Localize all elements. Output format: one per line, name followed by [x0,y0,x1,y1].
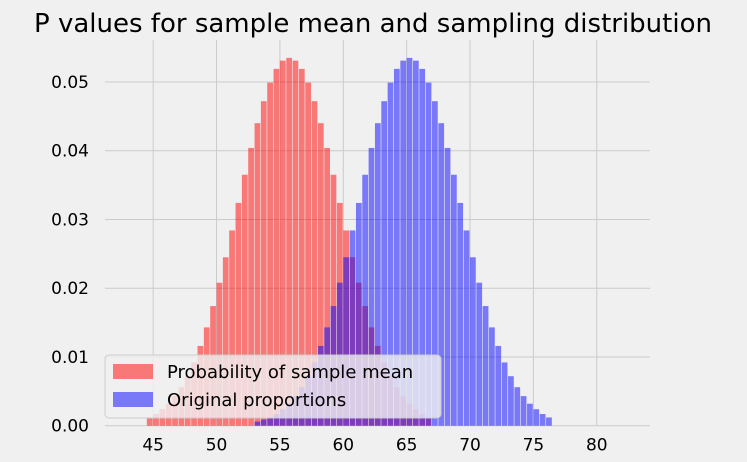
bar-original-proportions [336,282,343,426]
bar-original-proportions [438,123,445,426]
bar-original-proportions [419,68,426,426]
bar-original-proportions [470,257,476,426]
bar-sample-mean [248,147,254,426]
legend-swatch-sample-mean [113,364,153,379]
bar-original-proportions [489,327,495,426]
x-tick-label: 80 [586,436,608,456]
bar-original-proportions [260,419,267,426]
bar-sample-mean [330,174,337,426]
bar-sample-mean [311,101,318,426]
bar-original-proportions [381,101,388,426]
bar-sample-mean [279,60,286,426]
bar-sample-mean [324,147,331,426]
bar-sample-mean [235,202,242,426]
bar-original-proportions [514,387,521,426]
bar-original-proportions [546,417,552,426]
bar-original-proportions [355,202,362,426]
bar-original-proportions [457,202,464,426]
y-tick-label: 0.00 [51,417,89,437]
chart-title: P values for sample mean and sampling di… [34,9,712,39]
y-tick-label: 0.02 [51,279,89,299]
bar-original-proportions [533,409,540,426]
bar-original-proportions [343,257,350,426]
bar-original-proportions [393,68,400,426]
x-tick-label: 50 [206,436,228,456]
legend-label-sample-mean: Probability of sample mean [167,362,413,383]
x-tick-label: 55 [269,436,291,456]
bar-original-proportions [273,414,280,426]
bar-sample-mean [273,68,280,426]
y-tick-label: 0.04 [51,142,89,162]
y-tick-label: 0.03 [51,210,89,230]
legend-swatch-original-proportions [113,392,153,407]
bar-original-proportions [501,362,508,426]
bar-original-proportions [463,230,470,426]
tick-labels: 45 50 55 60 65 70 75 80 0.00 0.01 0.02 0.03 0.04 0.05 [51,73,607,456]
bar-sample-mean [317,123,324,426]
bar-sample-mean [153,414,159,426]
x-tick-label: 70 [459,436,481,456]
bar-sample-mean [292,60,299,426]
x-tick-label: 65 [396,436,418,456]
bar-sample-mean [229,230,235,426]
bar-original-proportions [387,82,394,426]
bar-sample-mean [222,257,229,426]
y-tick-label: 0.01 [51,348,89,368]
bar-original-proportions [425,82,432,426]
bar-original-proportions [267,417,273,426]
bar-sample-mean [267,82,273,426]
y-tick-label: 0.05 [51,73,89,93]
legend: Probability of sample mean Original prop… [104,354,442,419]
bar-sample-mean [298,68,305,426]
bar-original-proportions [520,396,527,426]
x-tick-label: 75 [523,436,545,456]
bar-original-proportions [349,230,356,426]
bar-original-proportions [400,60,407,426]
bar-original-proportions [444,147,451,426]
bar-original-proportions [412,60,419,426]
bar-sample-mean [286,57,292,426]
x-tick-label: 60 [332,436,354,456]
bar-original-proportions [539,414,546,426]
bar-original-proportions [508,376,514,426]
x-tick-label: 45 [142,436,164,456]
bar-original-proportions [451,174,457,426]
bar-sample-mean [260,101,267,426]
bar-original-proportions [527,403,533,426]
bar-original-proportions [476,282,483,426]
bar-original-proportions [368,147,375,426]
bar-original-proportions [374,123,381,426]
bar-sample-mean [254,123,261,426]
bar-sample-mean [305,82,311,426]
bar-original-proportions [432,101,438,426]
bar-original-proportions [254,421,261,426]
bar-original-proportions [362,174,369,426]
legend-box [104,354,442,419]
bar-sample-mean [216,282,223,426]
bar-original-proportions [495,345,502,426]
bar-sample-mean [241,174,248,426]
bar-original-proportions [406,57,413,426]
legend-label-original-proportions: Original proportions [167,390,346,411]
bar-original-proportions [482,306,489,426]
bar-sample-mean [146,417,153,426]
